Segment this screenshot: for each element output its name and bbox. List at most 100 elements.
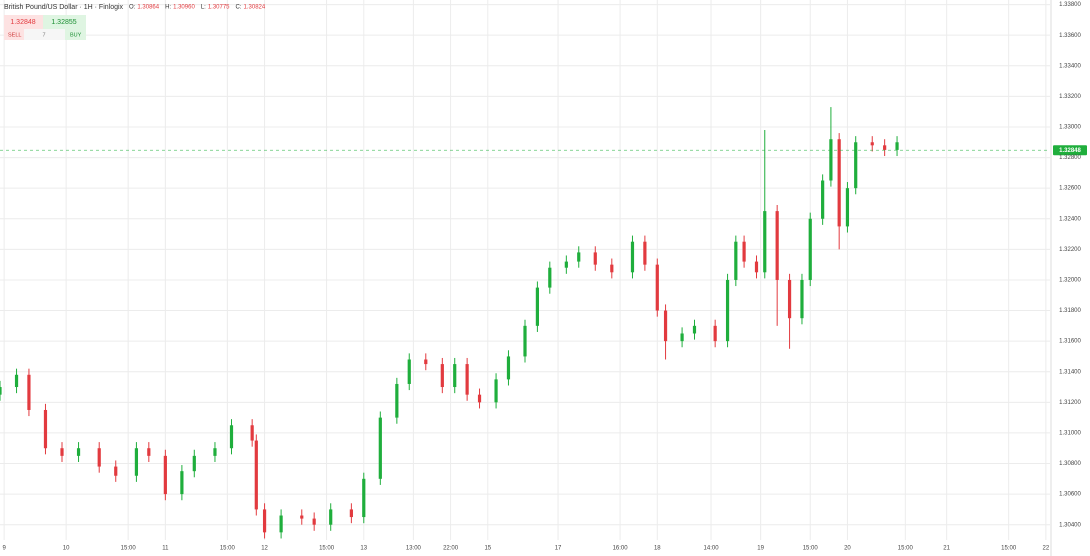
candle-body [60,448,64,456]
buy-button[interactable] [65,29,86,40]
candle-body [548,267,552,288]
candle-body [43,409,48,449]
candle-body [725,279,730,342]
sell-label: SELL [8,32,21,38]
sell-box[interactable] [4,15,43,29]
candle-body [407,359,411,384]
sell-button[interactable] [4,29,24,40]
x-tick-label: 21 [943,546,950,552]
x-tick-label: 13:00 [406,546,422,552]
candle-body [808,218,812,280]
candle-body [845,188,850,227]
y-tick-label: 1.31800 [1059,308,1081,314]
current-price-label: 1.32848 [1059,148,1081,154]
y-tick-label: 1.33800 [1059,2,1081,8]
candle-body [630,241,635,273]
y-tick-label: 1.32800 [1059,155,1081,161]
y-tick-label: 1.30400 [1059,522,1081,528]
candle-body [564,261,568,268]
candle-body [378,417,382,479]
candle-body [829,139,833,181]
candle-body [610,264,614,273]
buy-box[interactable] [43,15,86,29]
y-tick-label: 1.31400 [1059,369,1081,375]
candle-body [883,145,887,150]
y-tick-label: 1.30800 [1059,461,1081,467]
trade-bar [4,29,86,40]
candle-body [349,509,353,518]
legend-key: O: [129,5,136,11]
candle-body [734,241,738,280]
x-tick-label: 17 [555,546,562,552]
legend-value: 1.30775 [208,5,230,11]
candle-body [854,142,858,189]
current-price-tag [1053,145,1087,156]
candle-body [593,252,597,265]
header: British Pound/US Dollar · 1H · Finlogix … [4,4,124,40]
x-tick-label: 11 [162,546,169,552]
x-tick-label: 15:00 [319,546,335,552]
y-tick-label: 1.31000 [1059,430,1081,436]
candle-body [14,374,19,388]
sell-price: 1.32848 [10,19,35,26]
candle-body [787,279,792,319]
x-tick-label: 15:00 [803,546,819,552]
chart-title: British Pound/US Dollar · 1H · Finlogix [4,4,124,11]
y-tick-label: 1.33400 [1059,63,1081,69]
candle-body [506,356,511,380]
x-tick-label: 18 [654,546,661,552]
candle-body [163,455,167,495]
x-tick-label: 22 [1043,546,1050,552]
x-tick-label: 22:00 [443,546,459,552]
candle-body [655,264,659,311]
y-tick-label: 1.32200 [1059,247,1081,253]
candle-body [300,515,304,519]
candle-body [821,180,825,219]
candle-body [262,509,267,533]
y-tick-label: 1.30600 [1059,492,1081,498]
x-tick-label: 20 [844,546,851,552]
x-tick-label: 16:00 [613,546,629,552]
spread: 7 [42,32,45,38]
candle-body [329,509,333,525]
x-tick-label: 9 [2,546,6,552]
candle-body [523,325,527,357]
y-tick-label: 1.33200 [1059,94,1081,100]
candle-body [800,279,804,319]
candle-body [440,364,444,388]
legend-value: 1.30960 [173,5,195,11]
candle-body [465,364,469,395]
candle-body [312,518,316,525]
legend-key: H: [165,5,171,11]
candle-body [0,387,2,395]
x-tick-label: 15:00 [1001,546,1017,552]
candle-body [395,383,399,418]
candle-body [229,425,234,449]
candle-body [424,359,428,365]
candle-body [192,455,196,472]
y-tick-label: 1.33000 [1059,125,1081,131]
candle-body [870,142,874,146]
candle-body [250,425,254,441]
x-tick-label: 10 [63,546,70,552]
legend-value: 1.30824 [244,5,266,11]
x-tick-label: 15:00 [220,546,236,552]
candle-body [713,325,717,342]
candle-body [134,448,139,476]
x-tick-label: 15 [484,546,491,552]
y-tick-label: 1.32400 [1059,216,1081,222]
candle-body [254,440,258,510]
candle-body [577,252,581,262]
legend-value: 1.30864 [137,5,159,11]
candle-body [97,448,101,467]
buy-price: 1.32855 [51,19,76,26]
candle-body [180,471,184,495]
y-tick-label: 1.32000 [1059,278,1081,284]
y-tick-label: 1.32600 [1059,186,1081,192]
candle-body [775,211,779,280]
candles [0,107,899,539]
candle-body [147,448,151,456]
